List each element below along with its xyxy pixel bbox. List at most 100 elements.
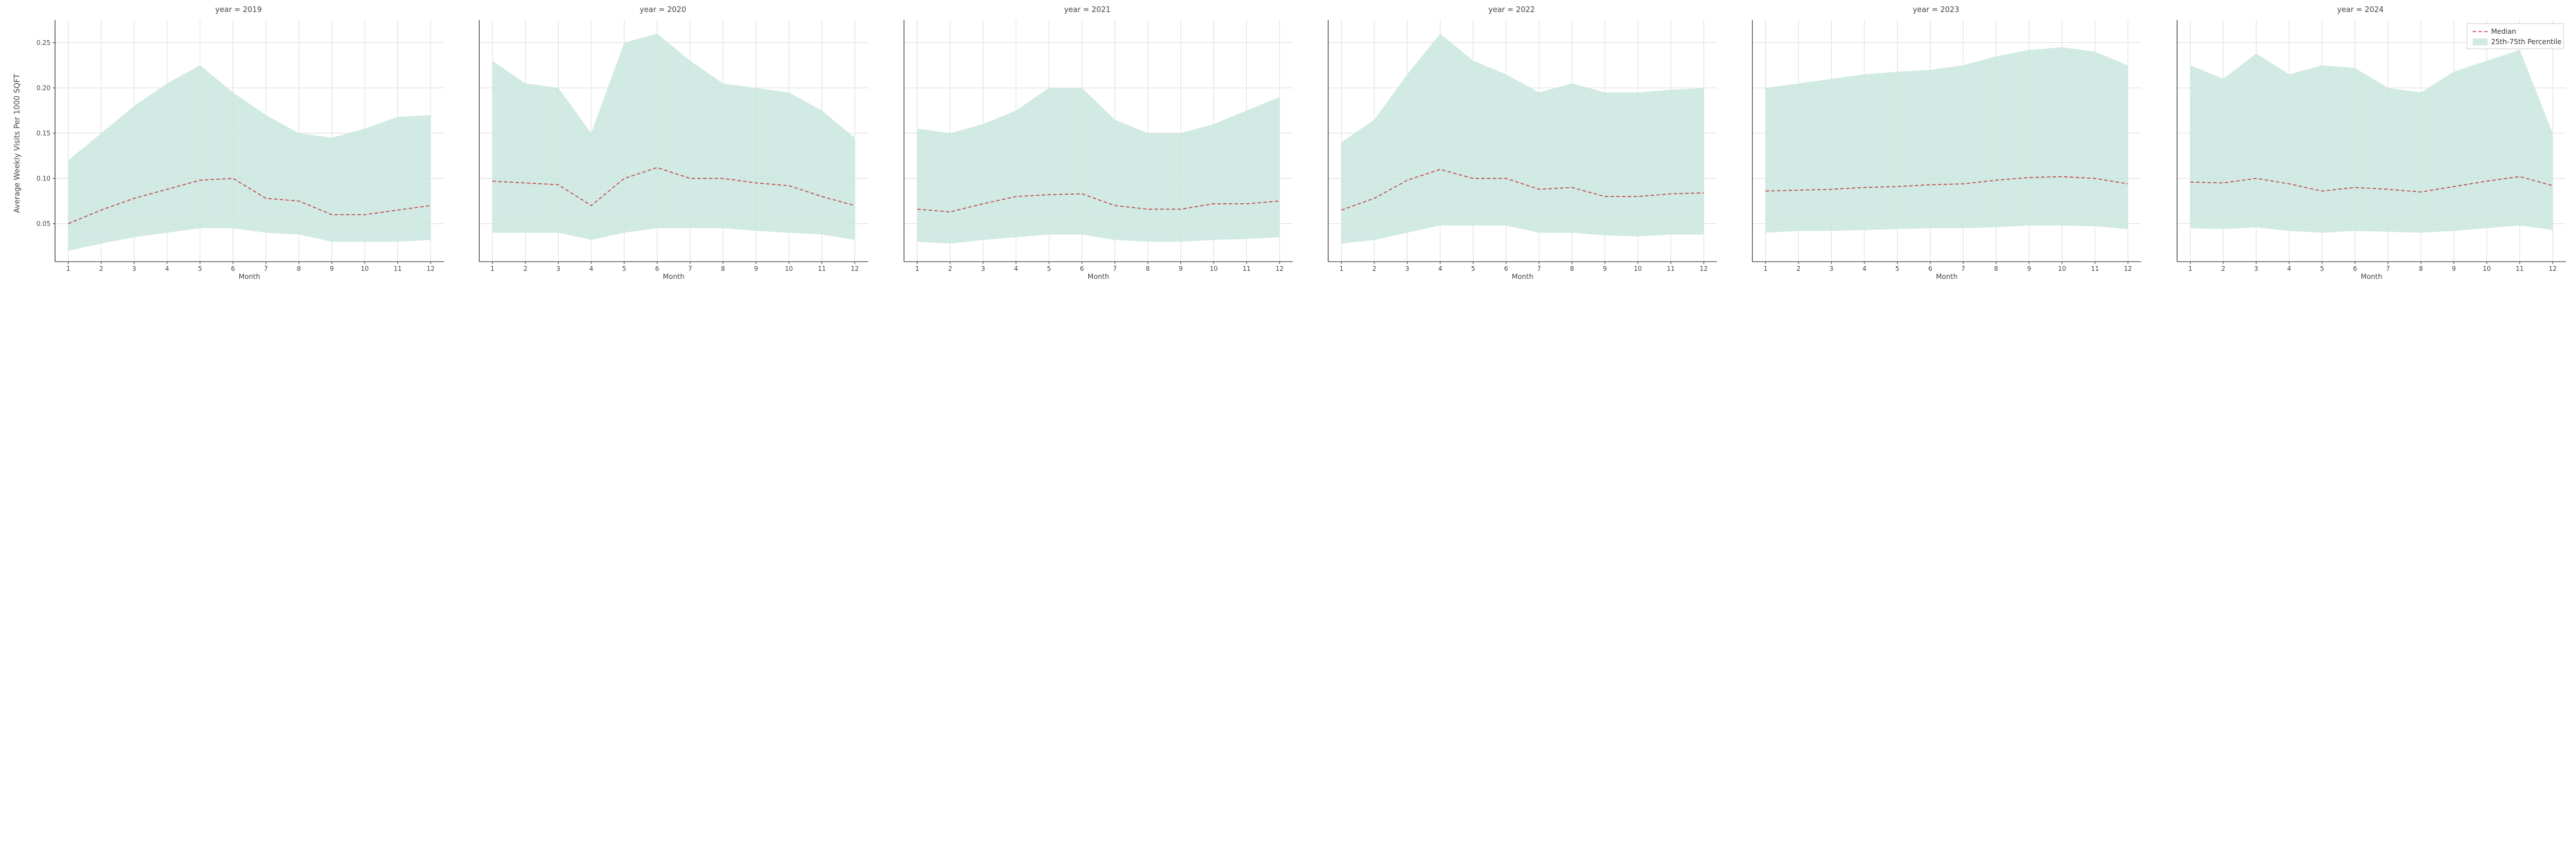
x-tick-label: 4 (590, 265, 594, 273)
x-tick-label: 8 (1145, 265, 1149, 273)
x-tick-label: 11 (2091, 265, 2099, 273)
x-tick-label: 5 (2320, 265, 2324, 273)
x-tick-label: 6 (1929, 265, 1933, 273)
x-tick-label: 9 (2452, 265, 2456, 273)
x-tick-label: 4 (1438, 265, 1442, 273)
x-tick-label: 3 (1405, 265, 1409, 273)
iqr-band (1766, 47, 2128, 233)
x-tick-label: 12 (851, 265, 859, 273)
plot-area: 123456789101112Month (453, 17, 872, 281)
x-tick-label: 8 (721, 265, 725, 273)
x-tick-label: 1 (66, 265, 70, 273)
x-tick-label: 10 (1210, 265, 1218, 273)
facet-panel: year = 2022123456789101112Month (1302, 6, 1721, 281)
x-tick-label: 11 (1242, 265, 1250, 273)
x-tick-label: 2 (948, 265, 952, 273)
x-tick-label: 3 (981, 265, 985, 273)
x-tick-label: 7 (688, 265, 692, 273)
x-tick-label: 1 (1764, 265, 1768, 273)
x-tick-label: 6 (231, 265, 235, 273)
x-axis-label: Month (663, 273, 685, 281)
iqr-band (917, 88, 1279, 244)
legend-band-label: 25th-75th Percentile (2491, 38, 2561, 46)
x-tick-label: 4 (2287, 265, 2291, 273)
plot-area: 123456789101112Month (1726, 17, 2146, 281)
legend-median-label: Median (2491, 27, 2516, 36)
facet-panel: year = 2020123456789101112Month (453, 6, 872, 281)
iqr-band (2190, 50, 2553, 233)
facet-panel: year = 2023123456789101112Month (1726, 6, 2146, 281)
x-tick-label: 9 (1179, 265, 1183, 273)
y-tick-label: 0.05 (37, 220, 51, 228)
x-tick-label: 6 (1504, 265, 1508, 273)
x-tick-label: 2 (2221, 265, 2225, 273)
facet-panel: year = 2024123456789101112MonthMedian25t… (2151, 6, 2570, 281)
x-tick-label: 2 (524, 265, 528, 273)
x-tick-label: 8 (2419, 265, 2423, 273)
x-tick-label: 1 (1340, 265, 1344, 273)
x-tick-label: 11 (818, 265, 826, 273)
x-tick-label: 9 (1603, 265, 1607, 273)
x-tick-label: 12 (2549, 265, 2557, 273)
y-axis-label-wrap: Average Weekly Visits Per 1000 SQFT (6, 6, 29, 281)
y-axis-label: Average Weekly Visits Per 1000 SQFT (13, 74, 22, 213)
x-tick-label: 12 (1275, 265, 1283, 273)
x-tick-label: 3 (132, 265, 136, 273)
x-tick-label: 7 (264, 265, 268, 273)
x-tick-label: 4 (1014, 265, 1018, 273)
x-tick-label: 3 (556, 265, 560, 273)
x-tick-label: 5 (198, 265, 202, 273)
x-tick-label: 11 (394, 265, 402, 273)
facet-panel: year = 2021123456789101112Month (878, 6, 1297, 281)
x-tick-label: 8 (1994, 265, 1998, 273)
x-tick-label: 12 (1700, 265, 1708, 273)
iqr-band (1341, 34, 1704, 244)
x-tick-label: 5 (622, 265, 626, 273)
facet-panel: year = 2019123456789101112Month0.050.100… (29, 6, 448, 281)
iqr-band (493, 34, 855, 240)
x-tick-label: 3 (2254, 265, 2258, 273)
x-tick-label: 7 (1961, 265, 1965, 273)
x-tick-label: 9 (2027, 265, 2031, 273)
x-tick-label: 10 (361, 265, 369, 273)
y-tick-label: 0.15 (37, 130, 51, 137)
x-tick-label: 8 (297, 265, 301, 273)
y-tick-label: 0.25 (37, 40, 51, 47)
y-tick-label: 0.10 (37, 175, 51, 183)
x-tick-label: 12 (426, 265, 434, 273)
plot-area: 123456789101112MonthMedian25th-75th Perc… (2151, 17, 2570, 281)
x-tick-label: 4 (165, 265, 169, 273)
x-axis-label: Month (239, 273, 260, 281)
x-tick-label: 10 (1634, 265, 1642, 273)
x-tick-label: 7 (1537, 265, 1541, 273)
x-tick-label: 11 (2515, 265, 2523, 273)
x-tick-label: 7 (2386, 265, 2390, 273)
x-tick-label: 3 (1830, 265, 1834, 273)
x-tick-label: 1 (2188, 265, 2192, 273)
x-axis-label: Month (1088, 273, 1109, 281)
y-tick-label: 0.20 (37, 85, 51, 92)
x-tick-label: 5 (1895, 265, 1899, 273)
x-tick-label: 10 (785, 265, 793, 273)
panel-title: year = 2020 (453, 6, 872, 14)
x-tick-label: 2 (99, 265, 103, 273)
panel-title: year = 2024 (2151, 6, 2570, 14)
plot-area: 123456789101112Month0.050.100.150.200.25 (29, 17, 448, 281)
iqr-band (68, 65, 430, 251)
panel-title: year = 2021 (878, 6, 1297, 14)
x-tick-label: 9 (330, 265, 334, 273)
x-tick-label: 7 (1113, 265, 1117, 273)
x-tick-label: 1 (491, 265, 495, 273)
x-tick-label: 1 (915, 265, 919, 273)
panel-title: year = 2022 (1302, 6, 1721, 14)
x-axis-label: Month (2361, 273, 2383, 281)
x-tick-label: 10 (2058, 265, 2066, 273)
x-tick-label: 6 (2353, 265, 2357, 273)
x-tick-label: 10 (2483, 265, 2491, 273)
x-tick-label: 5 (1471, 265, 1475, 273)
x-tick-label: 6 (1080, 265, 1084, 273)
facet-grid: year = 2019123456789101112Month0.050.100… (29, 6, 2570, 281)
x-tick-label: 12 (2124, 265, 2132, 273)
panel-title: year = 2019 (29, 6, 448, 14)
plot-area: 123456789101112Month (878, 17, 1297, 281)
